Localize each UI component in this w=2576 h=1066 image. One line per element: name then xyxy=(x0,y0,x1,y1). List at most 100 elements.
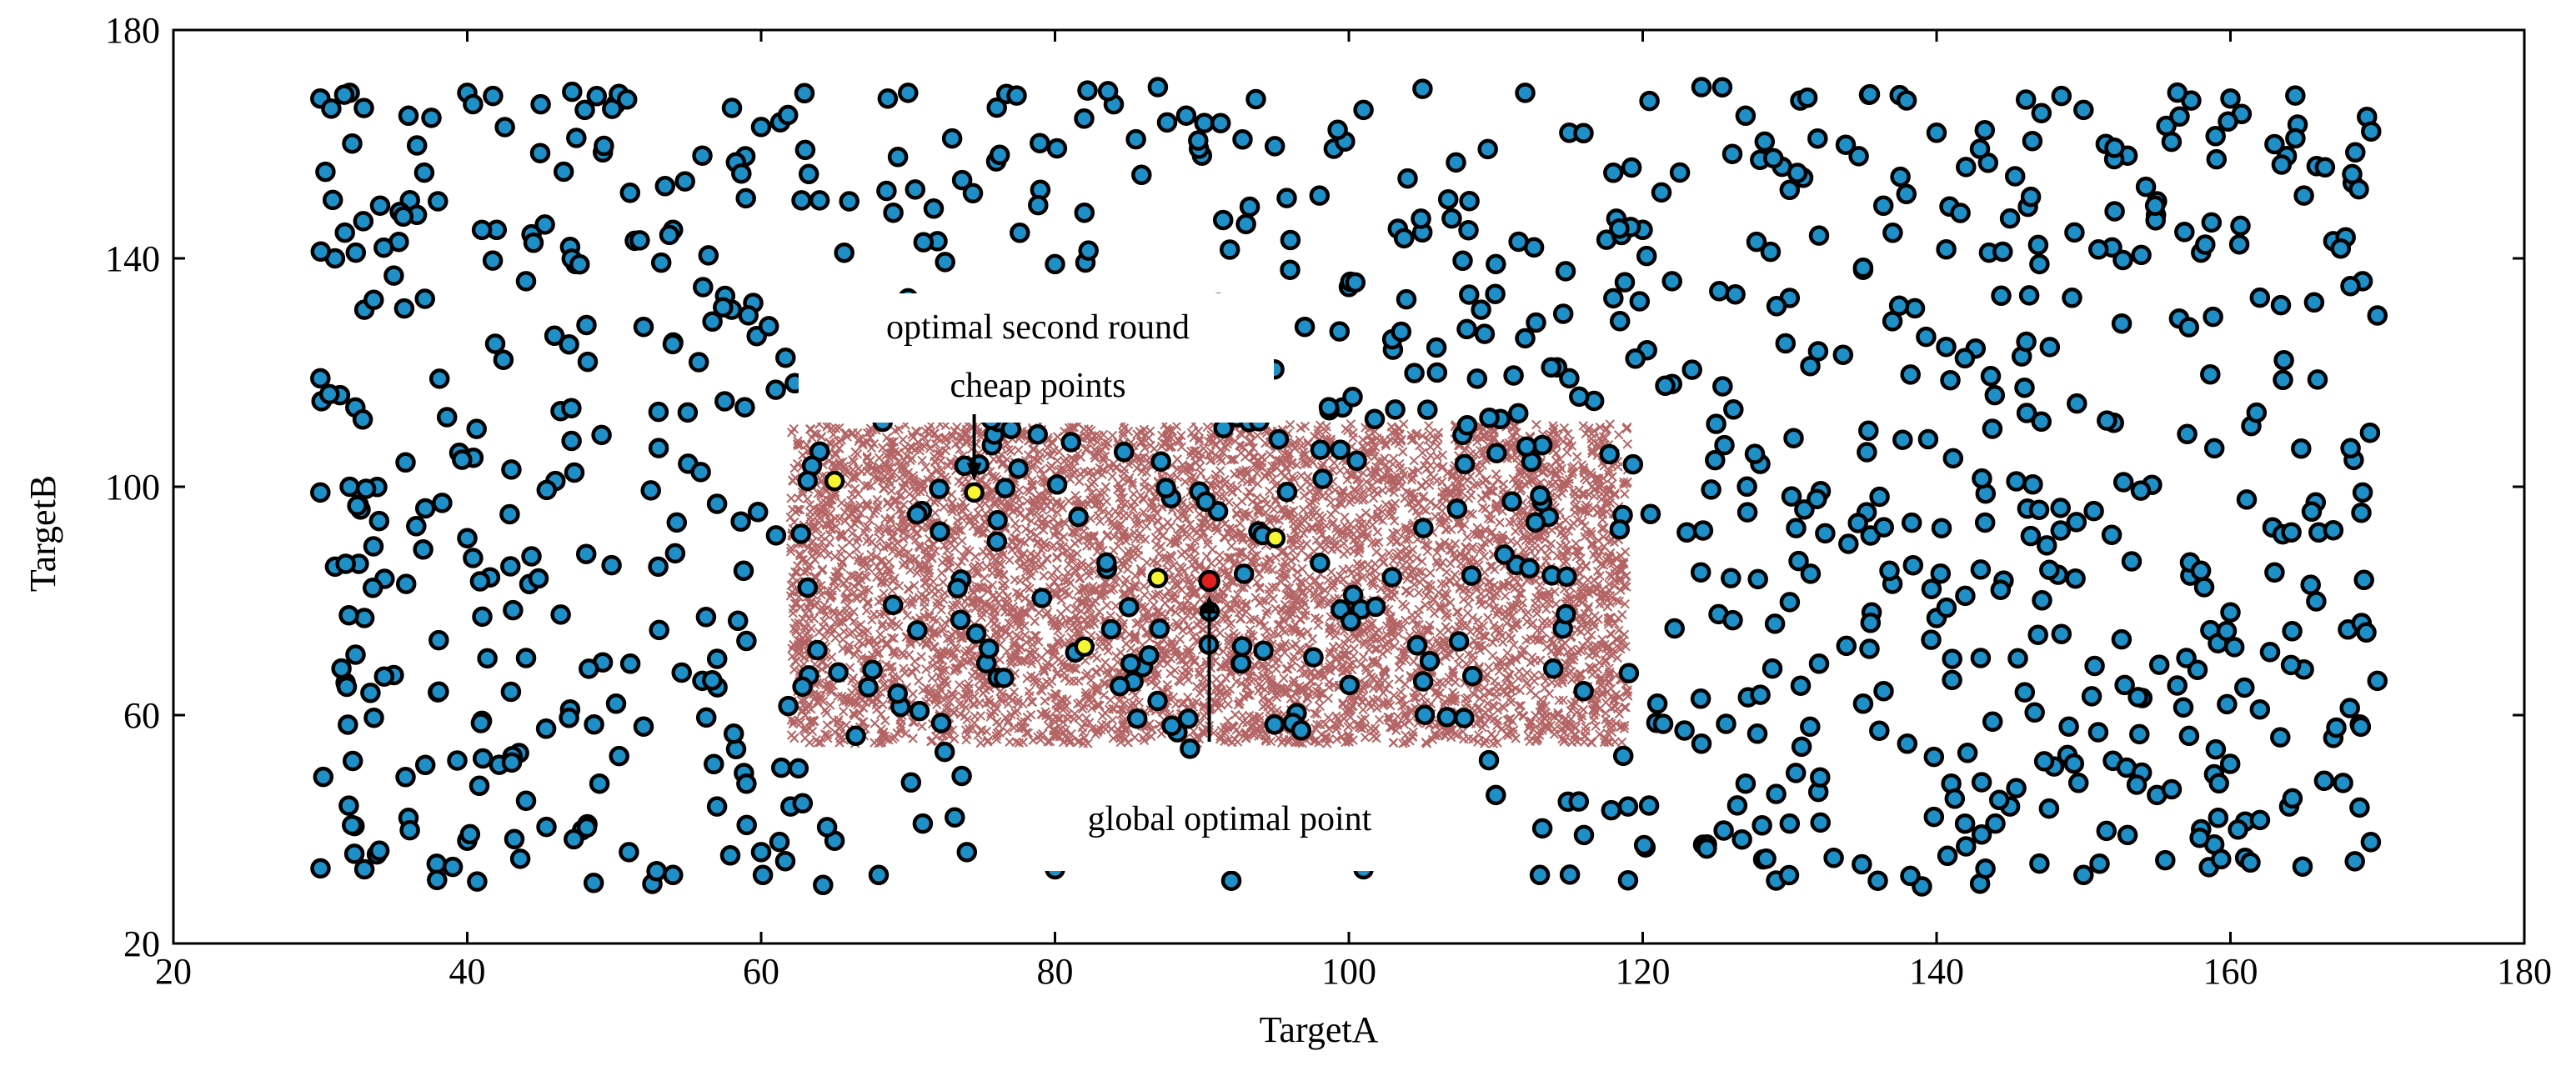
cheap-point xyxy=(862,522,873,532)
cheap-point xyxy=(1415,440,1425,451)
cheap-point xyxy=(1025,507,1035,517)
cheap-point xyxy=(1190,655,1200,665)
cheap-point xyxy=(1393,619,1403,629)
cheap-point xyxy=(1489,533,1500,543)
cheap-point xyxy=(1398,622,1408,632)
cheap-point xyxy=(1371,538,1381,548)
cheap-point xyxy=(1495,518,1505,528)
cheap-point xyxy=(1576,714,1586,725)
cheap-point xyxy=(1614,429,1624,440)
cheap-point xyxy=(920,462,931,472)
cheap-point xyxy=(889,633,900,643)
cheap-point xyxy=(863,597,873,607)
cheap-point xyxy=(1360,732,1371,743)
cheap-point xyxy=(1313,424,1323,435)
cheap-point xyxy=(1284,734,1295,745)
cheap-point xyxy=(987,580,998,590)
cheap-point xyxy=(1280,638,1291,648)
cheap-point xyxy=(1326,498,1336,508)
cheap-point xyxy=(1551,477,1561,488)
cheap-point xyxy=(1531,419,1541,430)
cheap-point xyxy=(894,581,905,591)
cheap-point xyxy=(938,577,948,588)
cheap-point xyxy=(1258,693,1268,703)
cheap-point xyxy=(847,698,857,708)
cheap-point xyxy=(917,455,927,466)
cheap-point xyxy=(1408,727,1418,738)
cheap-point xyxy=(1149,600,1159,610)
cheap-point xyxy=(1618,557,1629,568)
cheap-point xyxy=(1026,516,1036,526)
cheap-point xyxy=(1517,598,1528,608)
cheap-point xyxy=(1424,421,1434,431)
cheap-point xyxy=(1183,621,1194,632)
cheap-point xyxy=(1372,527,1383,537)
cheap-point xyxy=(1335,465,1346,476)
cheap-point xyxy=(1458,727,1468,737)
cheap-point xyxy=(924,564,935,575)
cheap-point xyxy=(1455,518,1465,528)
cheap-point xyxy=(1491,609,1502,620)
cheap-point xyxy=(1250,713,1260,723)
cheap-point xyxy=(1479,690,1489,701)
cheap-point xyxy=(1208,480,1218,491)
cheap-point xyxy=(875,533,885,544)
cheap-point xyxy=(1389,516,1400,526)
cheap-point xyxy=(1398,738,1408,748)
cheap-point xyxy=(1164,586,1174,596)
cheap-point xyxy=(1130,571,1140,581)
cheap-point xyxy=(1561,448,1572,458)
cheap-point xyxy=(1034,637,1044,647)
cheap-point xyxy=(848,673,859,683)
cheap-point xyxy=(1620,488,1630,499)
cheap-point xyxy=(874,523,884,533)
cheap-point xyxy=(1261,608,1271,619)
cheap-point xyxy=(1035,464,1046,475)
cheap-point xyxy=(1540,683,1550,693)
cheap-point xyxy=(841,720,851,730)
cheap-point xyxy=(1481,669,1492,680)
cheap-point xyxy=(1597,689,1607,700)
cheap-point xyxy=(1020,574,1031,584)
cheap-point xyxy=(1277,562,1287,573)
cheap-point xyxy=(980,573,990,583)
cheap-point xyxy=(1421,625,1431,635)
cheap-point xyxy=(973,730,983,740)
cheap-point xyxy=(1414,604,1425,615)
cheap-point xyxy=(1140,602,1150,613)
cheap-point xyxy=(1546,538,1556,549)
cheap-point xyxy=(1451,677,1461,688)
cheap-point xyxy=(1194,509,1205,519)
cheap-point xyxy=(932,597,943,608)
cheap-point xyxy=(1462,532,1472,543)
cheap-point xyxy=(1506,633,1516,643)
cheap-point xyxy=(1250,452,1260,463)
cheap-point xyxy=(1194,436,1205,446)
cheap-point xyxy=(908,733,918,743)
cheap-point xyxy=(861,605,872,616)
cheap-point xyxy=(905,565,915,575)
cheap-point xyxy=(1177,625,1188,636)
cheap-point xyxy=(900,728,911,738)
cheap-point xyxy=(1020,523,1031,534)
cheap-point xyxy=(1195,669,1205,680)
cheap-point xyxy=(1437,498,1447,509)
cheap-point xyxy=(791,598,801,609)
cheap-point xyxy=(1566,644,1576,655)
cheap-point xyxy=(1066,728,1076,739)
cheap-point xyxy=(1179,698,1190,708)
cheap-point xyxy=(822,720,833,730)
cheap-point xyxy=(945,697,955,708)
cheap-point xyxy=(1409,455,1419,466)
cheap-point xyxy=(1358,704,1368,715)
cheap-point xyxy=(1230,469,1240,479)
cheap-point xyxy=(1396,687,1406,698)
cheap-point xyxy=(1311,709,1322,719)
cheap-point xyxy=(1396,554,1407,564)
cheap-point xyxy=(1417,448,1428,458)
cheap-point xyxy=(1202,422,1213,433)
cheap-point xyxy=(1227,454,1238,464)
cheap-point xyxy=(862,460,872,471)
cheap-point xyxy=(1345,720,1356,730)
